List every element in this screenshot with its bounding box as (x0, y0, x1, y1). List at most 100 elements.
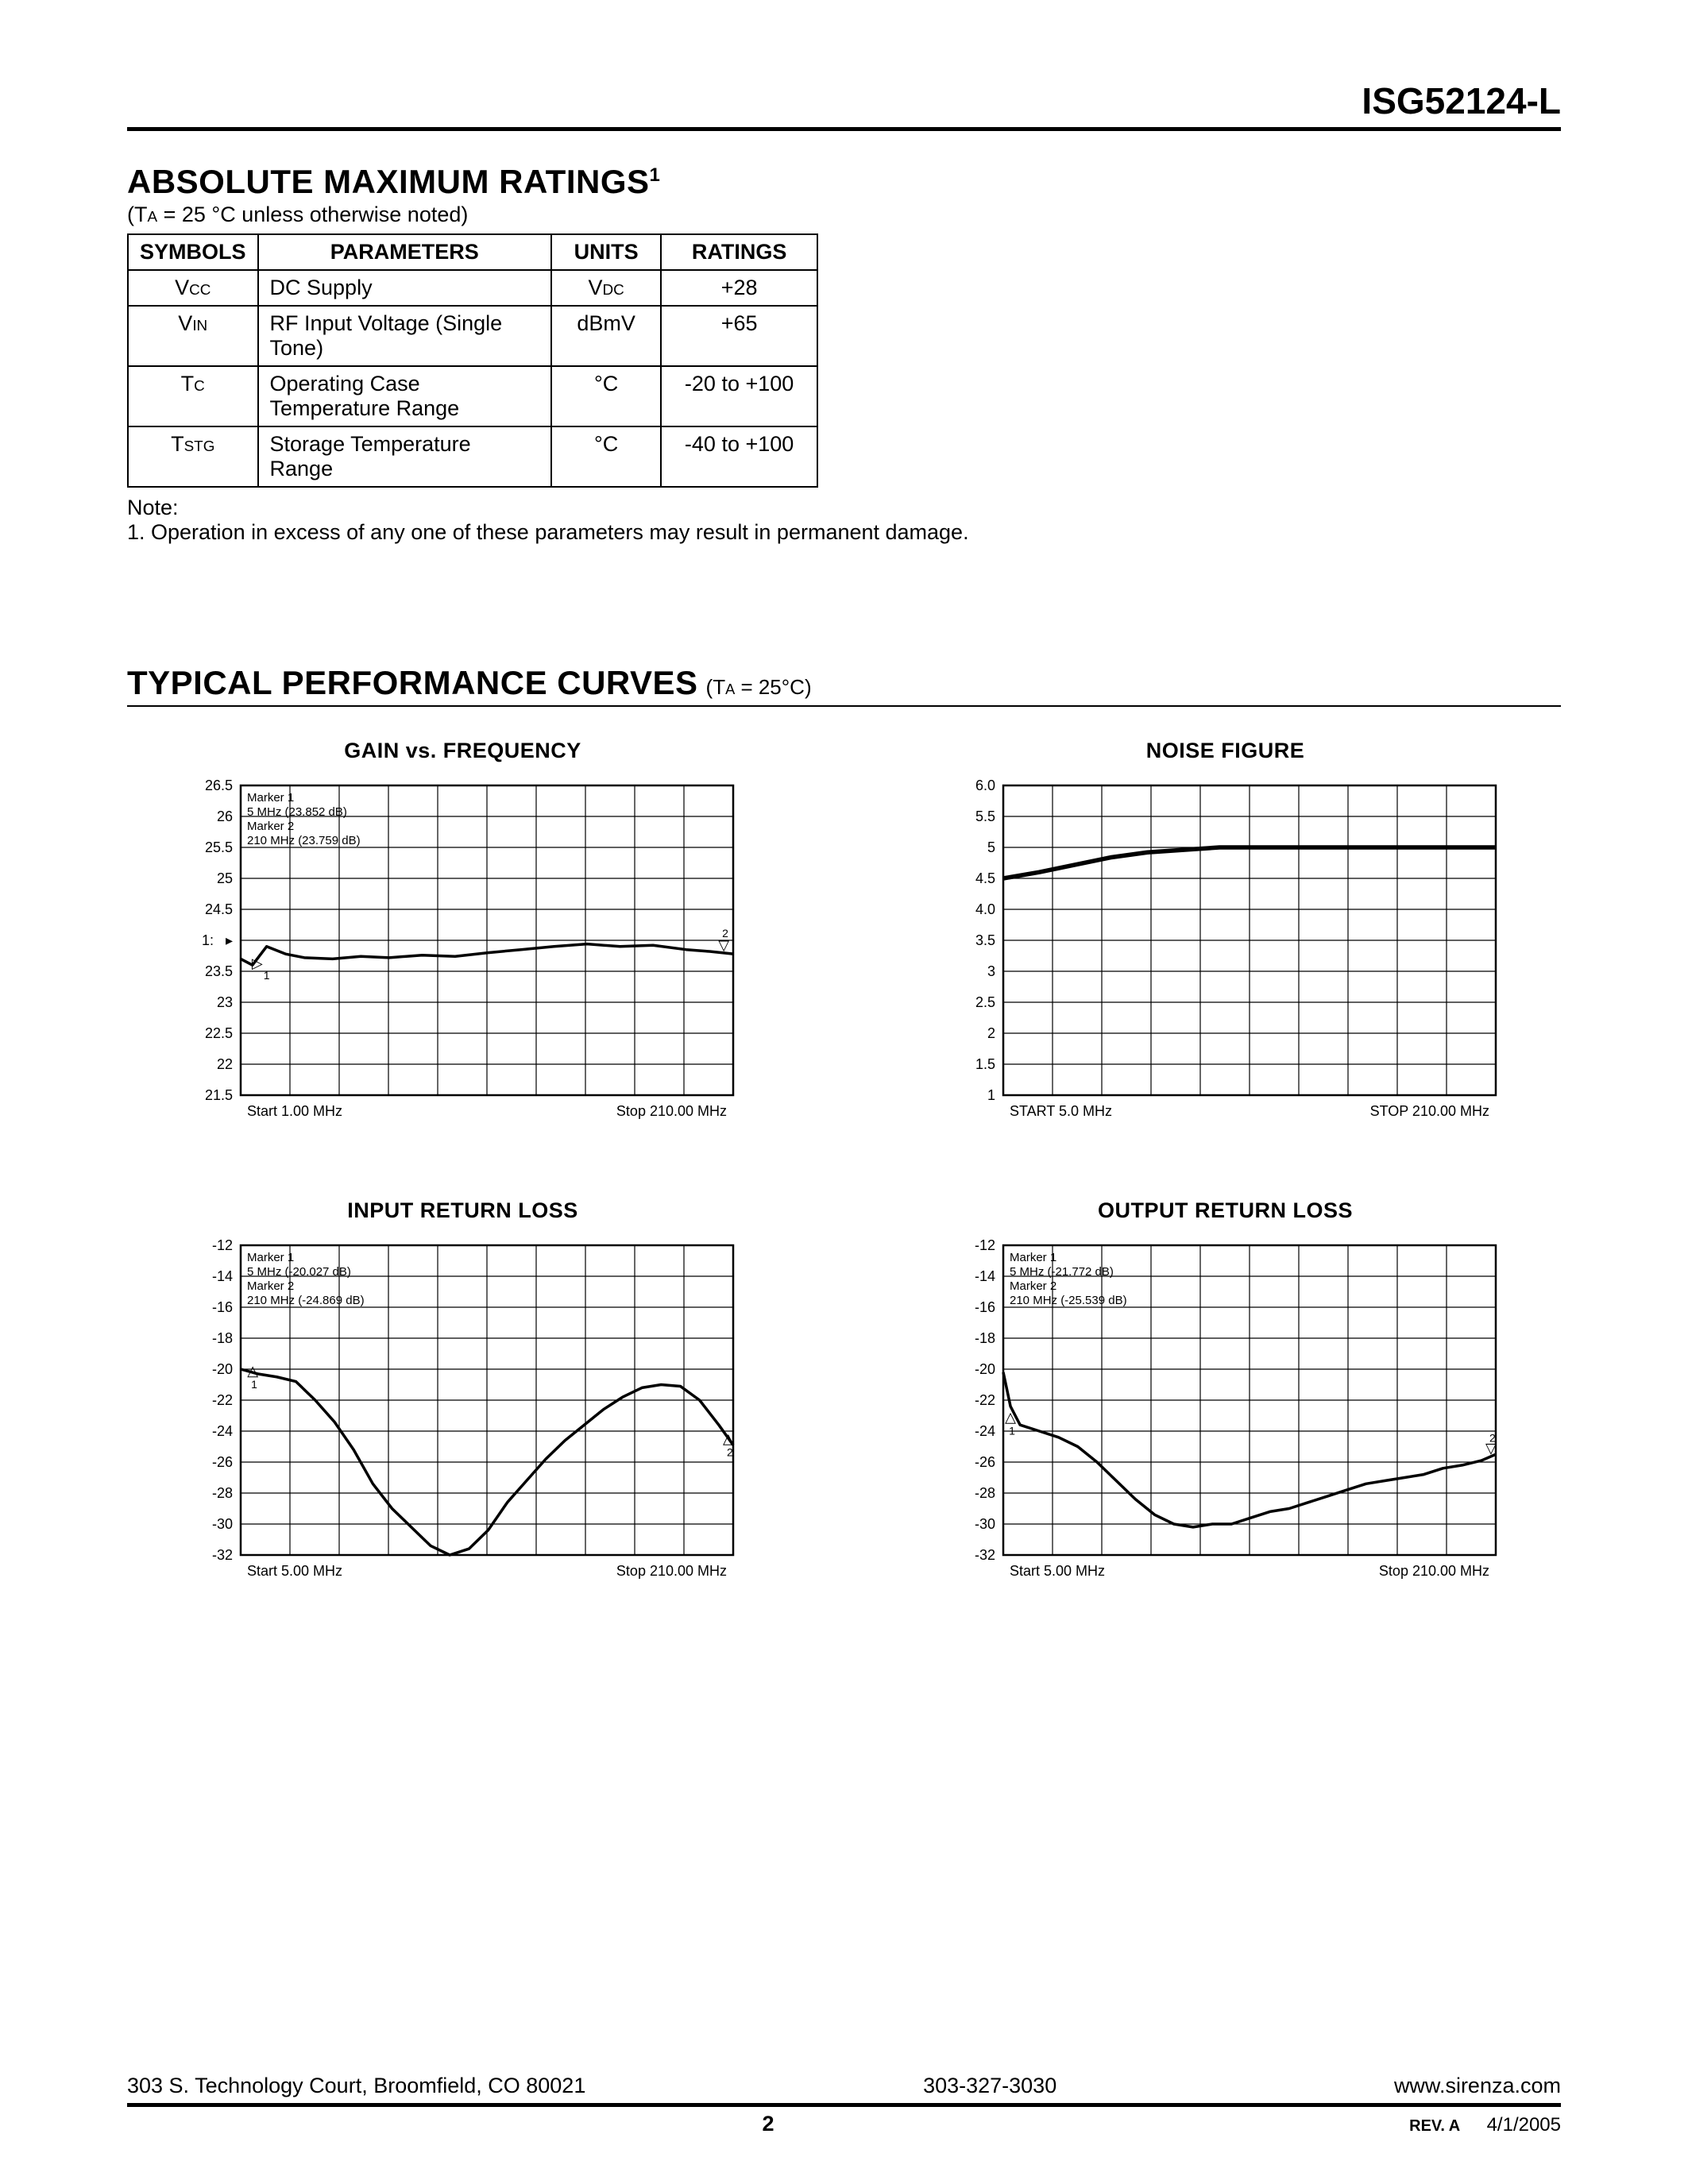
col-parameters: PARAMETERS (258, 234, 552, 270)
svg-text:210 MHz (-24.869 dB): 210 MHz (-24.869 dB) (247, 1294, 365, 1307)
svg-text:-16: -16 (974, 1299, 995, 1315)
cell-symbol: VCC (128, 270, 258, 306)
svg-text:25: 25 (216, 870, 232, 886)
footer-rule (127, 2103, 1561, 2107)
col-units: UNITS (551, 234, 661, 270)
svg-text:2: 2 (1489, 1431, 1495, 1444)
svg-text:Start 5.00 MHz: Start 5.00 MHz (1010, 1563, 1105, 1579)
svg-text:STOP 210.00 MHz: STOP 210.00 MHz (1369, 1103, 1489, 1119)
cell-symbol: TSTG (128, 426, 258, 487)
cell-unit: dBmV (551, 306, 661, 366)
footer-rev: REV. A (1409, 2117, 1460, 2135)
svg-text:2: 2 (987, 1025, 995, 1041)
svg-text:▷: ▷ (251, 955, 262, 971)
svg-text:Marker 1: Marker 1 (247, 791, 294, 805)
ratings-subnote: (TA = 25 °C unless otherwise noted) (127, 203, 1561, 227)
svg-text:△: △ (1005, 1409, 1016, 1425)
svg-text:23: 23 (216, 994, 232, 1010)
svg-text:6.0: 6.0 (975, 778, 995, 793)
svg-text:△: △ (247, 1363, 258, 1379)
svg-text:-16: -16 (211, 1299, 232, 1315)
svg-text:2.5: 2.5 (975, 994, 995, 1010)
svg-text:-20: -20 (211, 1361, 232, 1377)
svg-text:-18: -18 (211, 1330, 232, 1346)
table-row: TSTGStorage Temperature Range°C-40 to +1… (128, 426, 817, 487)
footer-bottom: 2 REV. A 4/1/2005 (127, 2112, 1561, 2136)
cell-rating: +28 (661, 270, 817, 306)
svg-text:-30: -30 (211, 1516, 232, 1532)
svg-text:Start 1.00 MHz: Start 1.00 MHz (247, 1103, 342, 1119)
svg-text:-26: -26 (974, 1454, 995, 1470)
svg-text:-14: -14 (974, 1268, 995, 1284)
p-sub-pre: (T (706, 675, 726, 699)
chart-gain: GAIN vs. FREQUENCY 26.52625.52524.51:▸23… (129, 739, 797, 1127)
footer-address: 303 S. Technology Court, Broomfield, CO … (127, 2074, 585, 2098)
cell-param: RF Input Voltage (Single Tone) (258, 306, 552, 366)
chart-gain-title: GAIN vs. FREQUENCY (129, 739, 797, 763)
cell-unit: °C (551, 366, 661, 426)
cell-unit: VDC (551, 270, 661, 306)
svg-text:-24: -24 (211, 1423, 232, 1439)
svg-text:-26: -26 (211, 1454, 232, 1470)
svg-text:22: 22 (216, 1056, 232, 1072)
cell-rating: -20 to +100 (661, 366, 817, 426)
chart-noise: NOISE FIGURE 6.05.554.54.03.532.521.51ST… (892, 739, 1559, 1127)
chart-orl: OUTPUT RETURN LOSS -12-14-16-18-20-22-24… (892, 1198, 1559, 1587)
chart-orl-svg: -12-14-16-18-20-22-24-26-28-30-32Start 5… (940, 1237, 1512, 1587)
svg-text:-12: -12 (211, 1237, 232, 1253)
svg-text:Start 5.00 MHz: Start 5.00 MHz (247, 1563, 342, 1579)
svg-text:26: 26 (216, 808, 232, 824)
cell-rating: +65 (661, 306, 817, 366)
svg-text:▸: ▸ (225, 932, 232, 948)
svg-text:25.5: 25.5 (204, 839, 232, 855)
svg-text:1: 1 (251, 1378, 257, 1391)
perf-subnote: (TA = 25°C) (706, 675, 812, 700)
p-sub-sub: A (725, 681, 735, 697)
table-row: VINRF Input Voltage (Single Tone)dBmV+65 (128, 306, 817, 366)
svg-text:Marker 1: Marker 1 (1010, 1251, 1056, 1264)
cell-symbol: VIN (128, 306, 258, 366)
footer-phone: 303-327-3030 (923, 2074, 1056, 2098)
cell-rating: -40 to +100 (661, 426, 817, 487)
table-row: VCCDC SupplyVDC+28 (128, 270, 817, 306)
svg-text:-22: -22 (974, 1392, 995, 1408)
svg-text:Marker 2: Marker 2 (247, 1279, 294, 1293)
svg-text:23.5: 23.5 (204, 963, 232, 979)
svg-text:Stop 210.00 MHz: Stop 210.00 MHz (616, 1103, 726, 1119)
svg-text:1: 1 (263, 969, 269, 982)
svg-text:1:: 1: (201, 932, 213, 948)
table-header-row: SYMBOLS PARAMETERS UNITS RATINGS (128, 234, 817, 270)
svg-text:Marker 2: Marker 2 (1010, 1279, 1056, 1293)
svg-text:Stop 210.00 MHz: Stop 210.00 MHz (1378, 1563, 1489, 1579)
ratings-title: ABSOLUTE MAXIMUM RATINGS1 (127, 163, 1561, 201)
svg-text:1: 1 (987, 1087, 995, 1103)
svg-text:210 MHz (23.759 dB): 210 MHz (23.759 dB) (247, 834, 361, 847)
header-rule (127, 127, 1561, 131)
svg-text:5 MHz (-20.027 dB): 5 MHz (-20.027 dB) (247, 1265, 351, 1279)
svg-text:1: 1 (1009, 1424, 1015, 1437)
ratings-table: SYMBOLS PARAMETERS UNITS RATINGS VCCDC S… (127, 233, 818, 488)
note-label: Note: (127, 496, 1001, 520)
chart-irl-svg: -12-14-16-18-20-22-24-26-28-30-32Start 5… (177, 1237, 749, 1587)
svg-text:Stop 210.00 MHz: Stop 210.00 MHz (616, 1563, 726, 1579)
svg-text:5.5: 5.5 (975, 808, 995, 824)
svg-text:5 MHz (-21.772 dB): 5 MHz (-21.772 dB) (1010, 1265, 1114, 1279)
svg-text:-32: -32 (974, 1547, 995, 1563)
chart-orl-title: OUTPUT RETURN LOSS (892, 1198, 1559, 1223)
svg-text:210 MHz (-25.539 dB): 210 MHz (-25.539 dB) (1010, 1294, 1127, 1307)
svg-text:24.5: 24.5 (204, 901, 232, 917)
svg-text:22.5: 22.5 (204, 1025, 232, 1041)
chart-noise-svg: 6.05.554.54.03.532.521.51START 5.0 MHzST… (940, 778, 1512, 1127)
ratings-section: ABSOLUTE MAXIMUM RATINGS1 (TA = 25 °C un… (127, 163, 1561, 545)
page: ISG52124-L ABSOLUTE MAXIMUM RATINGS1 (TA… (0, 0, 1688, 2184)
svg-text:△: △ (723, 1431, 734, 1447)
col-ratings: RATINGS (661, 234, 817, 270)
sub-pre: (T (127, 203, 147, 226)
svg-text:-30: -30 (974, 1516, 995, 1532)
svg-text:2: 2 (726, 1446, 732, 1459)
charts-grid: GAIN vs. FREQUENCY 26.52625.52524.51:▸23… (127, 739, 1561, 1587)
svg-text:-28: -28 (211, 1485, 232, 1501)
footer-page: 2 (763, 2112, 774, 2136)
sub-post: = 25 °C unless otherwise noted) (157, 203, 468, 226)
svg-text:21.5: 21.5 (204, 1087, 232, 1103)
